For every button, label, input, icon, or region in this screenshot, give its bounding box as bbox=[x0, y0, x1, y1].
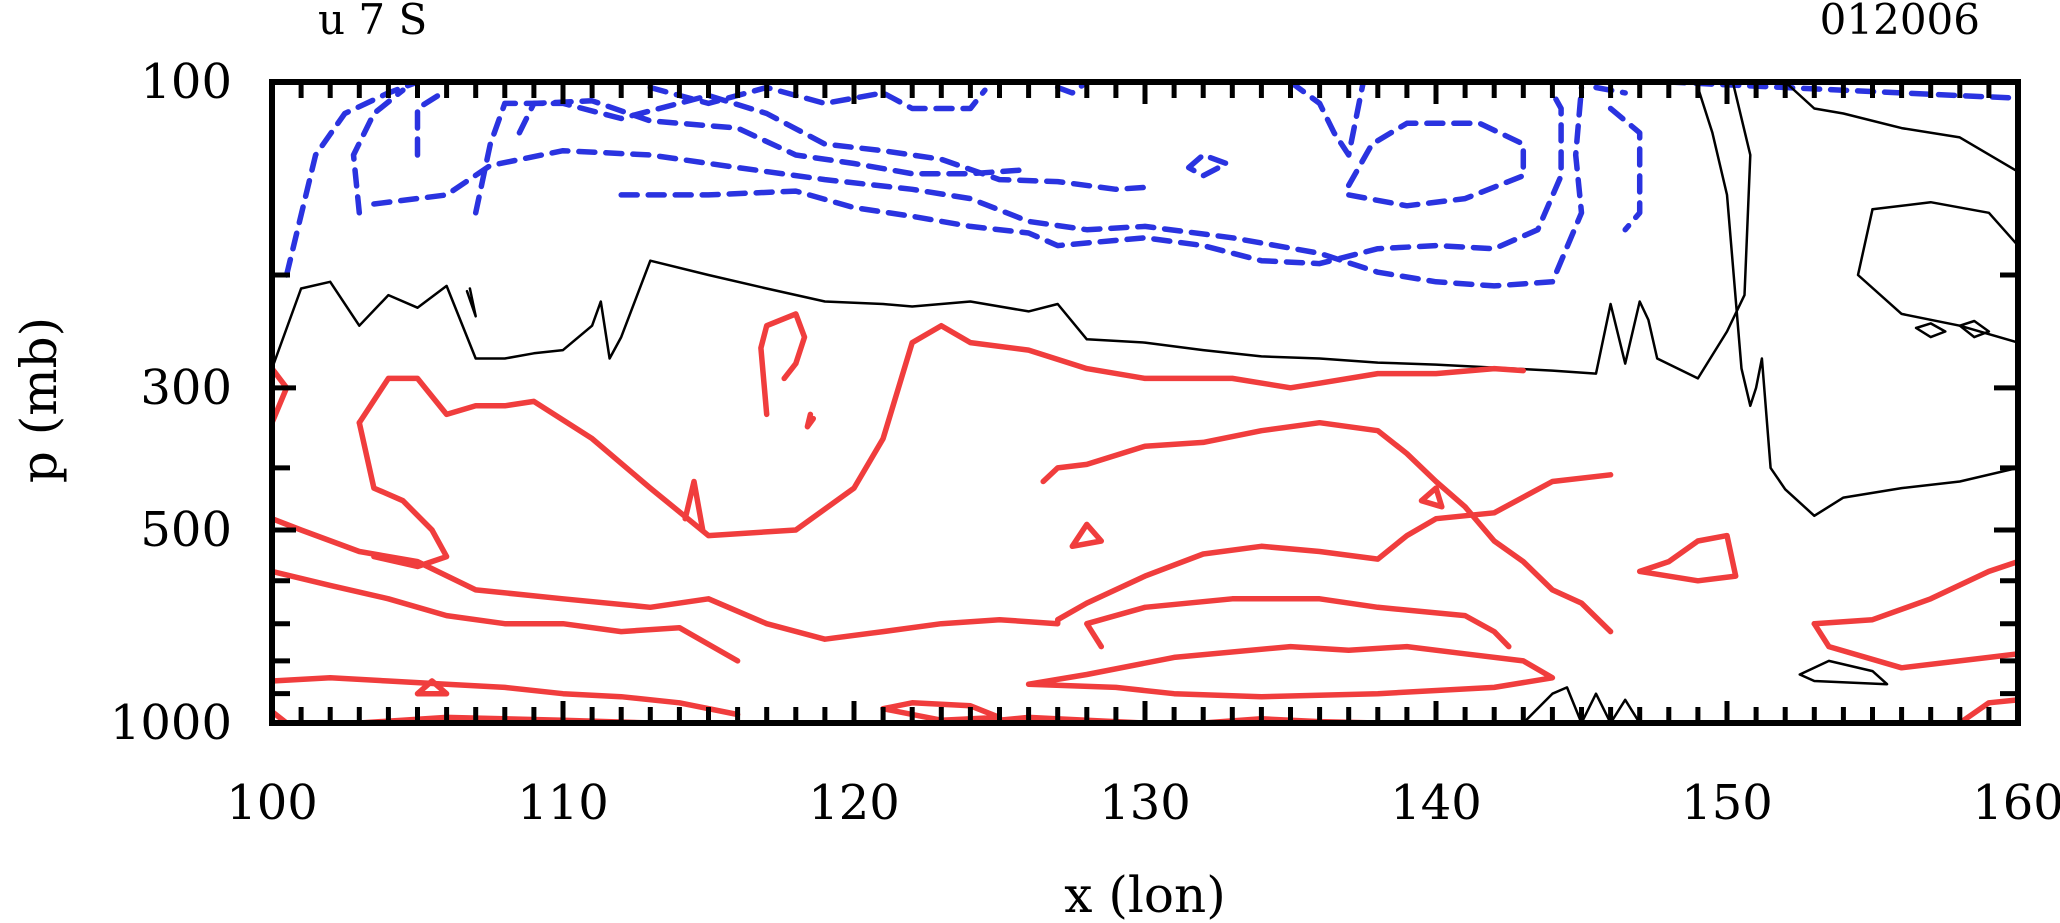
contour-line-negative bbox=[283, 82, 421, 278]
contour-line-negative bbox=[1345, 120, 1527, 209]
contour-line-negative bbox=[472, 92, 1148, 216]
contour-group-negative bbox=[283, 82, 2018, 289]
contour-line-zero bbox=[1914, 322, 1947, 339]
contour-line-zero bbox=[1856, 208, 2018, 344]
x-tick-label: 160 bbox=[1972, 775, 2060, 831]
x-tick-label: 120 bbox=[808, 775, 900, 831]
contour-line-negative bbox=[1607, 105, 1643, 233]
contour-line-zero bbox=[1783, 82, 2018, 173]
contour-line-positive bbox=[1811, 620, 2018, 671]
contour-line-positive bbox=[804, 411, 817, 430]
contour-line-positive bbox=[1069, 521, 1105, 550]
contour-line-negative bbox=[1287, 82, 1367, 158]
y-tick-label: 300 bbox=[140, 360, 232, 416]
y-tick-label: 1000 bbox=[110, 695, 232, 751]
x-axis-label: x (lon) bbox=[1064, 866, 1225, 923]
contour-line-negative bbox=[1054, 82, 1090, 96]
contour-group-zero bbox=[272, 82, 2018, 723]
contour-line-positive bbox=[1636, 532, 1739, 584]
x-tick-label: 150 bbox=[1681, 775, 1773, 831]
contour-line-zero bbox=[1871, 200, 2018, 247]
contour-line-zero bbox=[272, 82, 1752, 380]
contour-line-positive bbox=[272, 675, 741, 718]
x-tick-label: 110 bbox=[517, 775, 609, 831]
contour-line-negative bbox=[414, 87, 450, 158]
y-tick-label: 500 bbox=[140, 502, 232, 558]
y-axis-label: p (mb) bbox=[10, 317, 68, 483]
contour-line-positive bbox=[1811, 558, 2018, 627]
contour-group-positive bbox=[272, 311, 2018, 723]
contour-line-positive bbox=[356, 419, 450, 570]
contour-line-positive bbox=[1025, 643, 1556, 700]
contour-layer bbox=[272, 82, 2018, 723]
contour-line-positive bbox=[1040, 419, 1614, 635]
x-tick-label: 130 bbox=[1099, 775, 1191, 831]
contour-line-positive bbox=[1084, 596, 1512, 650]
contour-line-negative bbox=[371, 84, 1585, 289]
contour-line-positive bbox=[758, 311, 808, 418]
contour-line-zero bbox=[1522, 686, 1641, 723]
contour-line-positive bbox=[272, 568, 741, 664]
contour-line-negative bbox=[618, 90, 1564, 267]
plot-frame bbox=[269, 79, 2021, 726]
contour-line-positive bbox=[682, 478, 706, 533]
chart-title-left: u 7 S bbox=[318, 0, 427, 44]
contour-line-zero bbox=[465, 287, 477, 318]
contour-line-zero bbox=[1798, 659, 1889, 686]
x-tick-label: 140 bbox=[1390, 775, 1482, 831]
contour-line-negative bbox=[647, 84, 988, 112]
contour-line-negative bbox=[1185, 152, 1230, 179]
contour-line-positive bbox=[1418, 485, 1445, 510]
contour-line-negative bbox=[350, 87, 406, 216]
contour-line-positive bbox=[414, 678, 450, 697]
x-tick-label: 100 bbox=[226, 775, 318, 831]
tick-label-layer: 100 110 120 130 140 150 160 100 300 500 1000 bbox=[110, 54, 2060, 831]
contour-line-positive bbox=[880, 700, 1003, 723]
contour-line-positive bbox=[272, 472, 1614, 642]
y-tick-label: 100 bbox=[140, 54, 232, 110]
contour-line-zero bbox=[1696, 86, 2018, 518]
contour-line-positive bbox=[1957, 697, 2018, 723]
chart-title-right: 012006 bbox=[1820, 0, 1980, 44]
contour-line-positive bbox=[356, 322, 1527, 539]
contour-line-zero bbox=[1958, 319, 1991, 339]
